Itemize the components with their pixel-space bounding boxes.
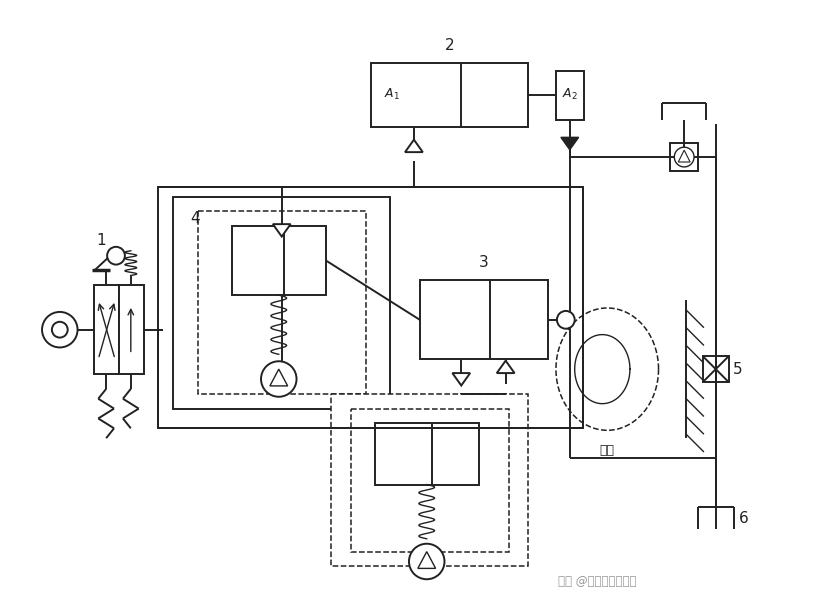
Bar <box>350 409 509 552</box>
Bar <box>119 285 143 374</box>
Polygon shape <box>561 137 579 150</box>
Bar <box>371 63 528 128</box>
Bar <box>671 143 698 171</box>
Text: 工件: 工件 <box>600 444 615 457</box>
Bar <box>232 226 326 295</box>
Polygon shape <box>273 224 291 237</box>
Polygon shape <box>405 140 423 152</box>
Circle shape <box>42 312 77 348</box>
Text: 1: 1 <box>96 234 106 248</box>
Text: 2: 2 <box>445 38 454 53</box>
Bar <box>331 394 528 566</box>
Bar <box>376 424 479 484</box>
Polygon shape <box>452 373 470 386</box>
Polygon shape <box>497 360 514 373</box>
Bar <box>703 356 729 382</box>
Circle shape <box>261 361 297 397</box>
Text: 4: 4 <box>190 211 200 226</box>
Bar <box>158 186 583 428</box>
Text: 3: 3 <box>479 255 489 270</box>
Text: $A_1$: $A_1$ <box>384 88 400 102</box>
Text: 5: 5 <box>733 362 742 376</box>
Circle shape <box>107 247 125 265</box>
Polygon shape <box>270 369 288 386</box>
Circle shape <box>557 311 575 329</box>
Circle shape <box>409 544 444 579</box>
Bar <box>420 280 548 359</box>
Text: 6: 6 <box>738 511 748 525</box>
Polygon shape <box>418 552 435 568</box>
Text: $A_2$: $A_2$ <box>562 88 578 102</box>
Circle shape <box>52 322 68 338</box>
Bar <box>174 197 390 409</box>
Text: 知乎 @机械结构标教章: 知乎 @机械结构标教章 <box>558 575 637 588</box>
Bar <box>198 211 366 394</box>
Polygon shape <box>678 150 690 162</box>
Circle shape <box>674 147 694 167</box>
Bar <box>95 285 119 374</box>
Bar <box>556 71 584 120</box>
